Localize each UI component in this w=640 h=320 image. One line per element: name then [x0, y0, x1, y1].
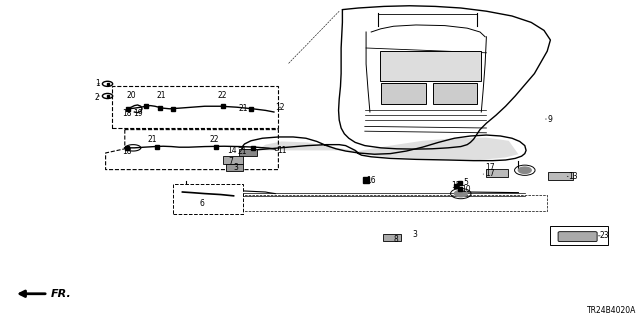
Text: 5: 5 [463, 178, 468, 187]
Text: 8: 8 [393, 235, 398, 244]
FancyBboxPatch shape [558, 232, 597, 242]
FancyBboxPatch shape [112, 86, 278, 128]
Text: 15: 15 [451, 181, 461, 190]
Text: 22: 22 [218, 92, 227, 100]
Text: 11: 11 [277, 146, 286, 155]
Text: 2: 2 [95, 93, 100, 102]
Text: 9: 9 [548, 115, 553, 124]
Text: 19: 19 [132, 109, 143, 118]
Text: 14: 14 [227, 146, 237, 155]
Text: 10: 10 [461, 185, 471, 194]
Text: 21: 21 [239, 104, 248, 113]
Text: 18: 18 [122, 109, 131, 118]
Text: 1: 1 [95, 79, 100, 88]
Polygon shape [256, 138, 518, 160]
FancyBboxPatch shape [381, 83, 426, 104]
Text: 12: 12 [276, 103, 285, 112]
Text: 13: 13 [568, 172, 578, 181]
FancyBboxPatch shape [380, 51, 481, 81]
Text: 21: 21 [157, 92, 166, 100]
FancyBboxPatch shape [226, 164, 243, 171]
Text: TR24B4020A: TR24B4020A [588, 306, 637, 315]
Text: 7: 7 [228, 157, 233, 166]
Text: 18: 18 [122, 147, 131, 156]
Text: FR.: FR. [51, 289, 72, 299]
Text: 17: 17 [484, 169, 495, 178]
Text: 6: 6 [199, 199, 204, 208]
FancyBboxPatch shape [223, 156, 243, 164]
FancyBboxPatch shape [239, 149, 257, 156]
Text: 22: 22 [210, 135, 219, 144]
FancyBboxPatch shape [486, 169, 508, 177]
FancyBboxPatch shape [383, 234, 401, 241]
FancyBboxPatch shape [550, 226, 608, 245]
Text: 21: 21 [237, 147, 246, 156]
FancyBboxPatch shape [548, 172, 573, 180]
Text: 3: 3 [412, 230, 417, 239]
Text: 16: 16 [366, 176, 376, 185]
Text: 23: 23 [600, 231, 610, 240]
Text: 20: 20 [126, 92, 136, 100]
Text: 3: 3 [233, 163, 238, 172]
FancyBboxPatch shape [173, 184, 243, 214]
Text: 21: 21 [148, 135, 157, 144]
Circle shape [454, 190, 467, 197]
Circle shape [192, 190, 205, 197]
Circle shape [518, 167, 531, 173]
FancyBboxPatch shape [433, 83, 477, 104]
Text: 17: 17 [484, 163, 495, 172]
